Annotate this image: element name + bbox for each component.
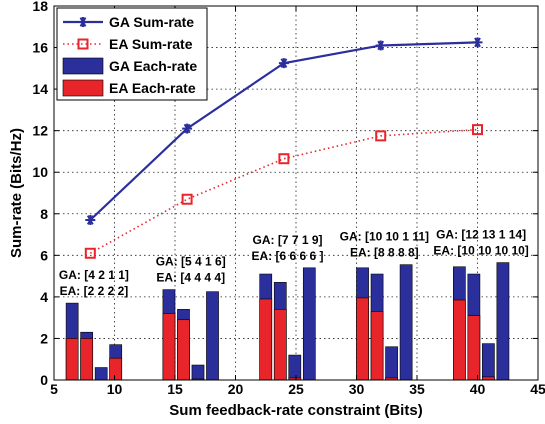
x-tick-label: 15 <box>167 381 183 397</box>
ea-each-rate-bar <box>356 297 369 381</box>
ga-each-rate-bar <box>482 343 495 381</box>
x-tick-label: 30 <box>349 381 365 397</box>
ga-each-rate-bar <box>399 264 413 381</box>
legend-entry-label: GA Each-rate <box>109 58 197 74</box>
ea-each-rate-bar <box>259 298 273 381</box>
y-tick-label: 12 <box>32 123 48 139</box>
x-axis-label: Sum feedback-rate constraint (Bits) <box>169 402 422 419</box>
bar-group-annotation-ea: EA: [2 2 2 2] <box>60 284 129 298</box>
ea-sum-rate-line <box>89 128 478 254</box>
ea-sum-rate-point <box>84 247 96 259</box>
y-tick-label: 16 <box>32 40 48 56</box>
bar-group-annotation-ea: EA: [10 10 10 10] <box>433 244 528 258</box>
x-tick-label: 25 <box>288 381 304 397</box>
ga-each-rate-bar <box>206 291 219 381</box>
ea-sum-rate-point <box>278 153 290 165</box>
ea-each-rate-bar <box>80 338 94 381</box>
bar-group-annotation-ea: EA: [4 4 4 4] <box>156 271 225 285</box>
legend-ga-each-rate-swatch <box>62 57 104 75</box>
bar-group-annotation-ea: EA: [6 6 6 6 ] <box>252 249 324 263</box>
y-tick-label: 8 <box>40 206 48 222</box>
legend-ea-sum-rate-marker <box>77 38 89 50</box>
x-tick-label: 35 <box>409 381 425 397</box>
bar-group-annotation-ga: GA: [12 13 1 14] <box>436 228 526 242</box>
y-tick-label: 10 <box>32 164 48 180</box>
ga-sum-rate-point <box>278 58 289 69</box>
ga-sum-rate-point <box>375 40 386 51</box>
legend-ea-each-rate-swatch <box>62 79 104 97</box>
legend-entry-label: EA Each-rate <box>109 80 196 96</box>
x-tick-label: 10 <box>107 381 123 397</box>
ea-each-rate-bar <box>162 313 176 381</box>
ea-each-rate-bar <box>177 319 190 381</box>
ea-sum-rate-point <box>375 130 387 142</box>
y-axis-label: Sum-rate (Bits/Hz) <box>8 128 25 258</box>
ea-each-rate-bar <box>65 338 79 381</box>
ga-sum-rate-point <box>472 37 483 48</box>
ga-each-rate-bar <box>385 346 398 381</box>
y-tick-label: 4 <box>40 289 48 305</box>
ea-sum-rate-point <box>181 193 193 205</box>
ea-each-rate-bar <box>452 299 466 381</box>
bar-group-annotation-ga: GA: [5 4 1 6] <box>156 255 226 269</box>
ea-each-rate-bar <box>370 311 384 381</box>
ea-each-rate-bar <box>467 315 481 381</box>
ga-sum-rate-point <box>85 215 96 226</box>
ga-each-rate-bar <box>288 354 302 381</box>
y-tick-label: 0 <box>40 372 48 388</box>
bar-group-annotation-ga: GA: [4 2 1 1] <box>59 268 129 282</box>
bar-group-annotation-ga: GA: [10 10 1 11] <box>340 230 429 244</box>
x-tick-label: 5 <box>50 381 58 397</box>
legend-entry-label: GA Sum-rate <box>109 14 194 30</box>
ga-sum-rate-point <box>182 123 193 134</box>
x-tick-label: 45 <box>530 381 545 397</box>
y-tick-label: 2 <box>40 330 48 346</box>
bar-group-annotation-ga: GA: [7 7 1 9] <box>253 233 323 247</box>
x-tick-label: 40 <box>470 381 486 397</box>
legend-ga-sum-rate-marker <box>78 17 88 27</box>
legend-entry-label: EA Sum-rate <box>109 36 193 52</box>
y-tick-label: 14 <box>32 81 48 97</box>
y-tick-label: 6 <box>40 247 48 263</box>
ga-each-rate-bar <box>496 262 510 381</box>
x-tick-label: 20 <box>228 381 244 397</box>
ga-each-rate-bar <box>191 364 205 381</box>
ga-each-rate-bar <box>94 367 108 381</box>
bar-group-annotation-ea: EA: [8 8 8 8] <box>350 246 419 260</box>
y-tick-label: 18 <box>32 0 48 14</box>
ga-each-rate-bar <box>302 267 316 381</box>
ea-each-rate-bar <box>109 357 123 381</box>
ea-sum-rate-point <box>472 124 483 136</box>
ea-each-rate-bar <box>273 309 287 381</box>
